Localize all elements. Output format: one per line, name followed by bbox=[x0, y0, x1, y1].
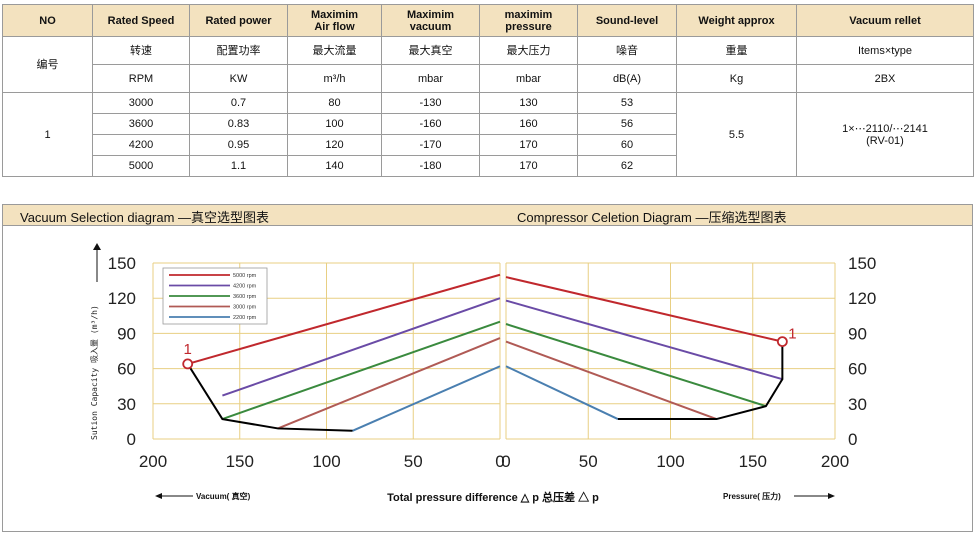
cn-cell: 噪音 bbox=[577, 36, 677, 65]
y-tick-label: 120 bbox=[108, 289, 136, 308]
table-cell: 120 bbox=[287, 134, 382, 156]
cn-cell: 最大压力 bbox=[479, 36, 578, 65]
col-vacuum: Maximim vacuum bbox=[381, 4, 480, 37]
legend-label: 3000 rpm bbox=[233, 305, 257, 311]
y-tick-label: 150 bbox=[848, 254, 876, 273]
cn-cell: 转速 bbox=[92, 36, 190, 65]
cn-cell: 重量 bbox=[676, 36, 797, 65]
series-line-5000-rpm bbox=[505, 276, 783, 343]
table-cell: 5000 bbox=[92, 155, 190, 177]
x-tick-label: 200 bbox=[821, 452, 849, 471]
col-sound: Sound-level bbox=[577, 4, 677, 37]
y-tick-label: 120 bbox=[848, 289, 876, 308]
col-pressure: maximim pressure bbox=[479, 4, 578, 37]
col-no: NO bbox=[2, 4, 93, 37]
y-tick-label: 0 bbox=[848, 430, 857, 449]
x-tick-label: 50 bbox=[404, 452, 423, 471]
legend-label: 2200 rpm bbox=[233, 315, 257, 321]
series-line-2200-rpm bbox=[505, 365, 619, 420]
table-cell: 170 bbox=[479, 155, 578, 177]
table-cell: 1.1 bbox=[189, 155, 288, 177]
pressure-arrow-label: Pressure( 压力) bbox=[723, 491, 781, 501]
y-axis-title: Sution Capacity 吸入量 (m³/h) bbox=[90, 305, 99, 440]
series-line-3600-rpm bbox=[222, 320, 501, 420]
operating-point-label: 1 bbox=[788, 326, 796, 343]
legend-label: 5000 rpm bbox=[233, 273, 257, 279]
col-weight: Weight approx bbox=[676, 4, 797, 37]
unit-cell: mbar bbox=[479, 64, 578, 93]
diagram-frame bbox=[2, 225, 973, 532]
table-cell: 140 bbox=[287, 155, 382, 177]
pressure-arrow-head bbox=[828, 493, 835, 499]
legend-label: 3600 rpm bbox=[233, 294, 257, 300]
series-line-4200-rpm bbox=[222, 297, 501, 397]
y-tick-label: 30 bbox=[848, 395, 867, 414]
col-air-flow: Maximim Air flow bbox=[287, 4, 382, 37]
series-line-4200-rpm bbox=[505, 299, 783, 381]
relief-value: 1×⋯2110/⋯2141 (RV-01) bbox=[796, 92, 974, 177]
operating-envelope bbox=[617, 341, 784, 421]
vacuum-diagram-title: Vacuum Selection diagram —真空选型图表 bbox=[20, 210, 270, 225]
y-tick-label: 60 bbox=[117, 360, 136, 379]
vacuum-arrow-head bbox=[155, 493, 162, 499]
vacuum-arrow-label: Vacuum( 真空) bbox=[196, 491, 251, 501]
y-axis-arrow-head bbox=[93, 243, 101, 250]
diagram-header-bar: Vacuum Selection diagram —真空选型图表 Compres… bbox=[2, 204, 973, 226]
operating-envelope bbox=[186, 363, 353, 432]
table-cell: 60 bbox=[577, 134, 677, 156]
x-tick-label: 100 bbox=[656, 452, 684, 471]
series-line-3000-rpm bbox=[505, 340, 717, 420]
table-cell: 62 bbox=[577, 155, 677, 177]
series-line-5000-rpm bbox=[187, 273, 501, 365]
spec-table: NO Rated Speed Rated power Maximim Air f… bbox=[2, 4, 974, 177]
cn-cell: Items×type bbox=[796, 36, 974, 65]
series-line-3000-rpm bbox=[277, 337, 501, 430]
series-line-2200-rpm bbox=[352, 365, 501, 432]
x-tick-label: 200 bbox=[139, 452, 167, 471]
y-tick-label: 90 bbox=[117, 324, 136, 343]
x-tick-label: 100 bbox=[312, 452, 340, 471]
operating-point-marker bbox=[776, 336, 788, 348]
y-tick-label: 90 bbox=[848, 324, 867, 343]
unit-cell: mbar bbox=[381, 64, 480, 93]
operating-point-label: 1 bbox=[184, 341, 192, 358]
y-tick-label: 30 bbox=[117, 395, 136, 414]
compressor-diagram-title: Compressor Celetion Diagram —压缩选型图表 bbox=[517, 210, 787, 225]
y-tick-label: 150 bbox=[108, 254, 136, 273]
unit-cell: dB(A) bbox=[577, 64, 677, 93]
table-cell: 4200 bbox=[92, 134, 190, 156]
y-tick-label: 60 bbox=[848, 360, 867, 379]
weight-value: 5.5 bbox=[676, 92, 797, 177]
col-relief: Vacuum rellet bbox=[796, 4, 974, 37]
unit-cell: Kg bbox=[676, 64, 797, 93]
cn-no: 编号 bbox=[2, 36, 93, 93]
operating-point-marker bbox=[182, 358, 194, 370]
legend-label: 4200 rpm bbox=[233, 284, 257, 290]
x-tick-label: 50 bbox=[579, 452, 598, 471]
x-axis-title: Total pressure difference △ p 总压差 △ p bbox=[387, 490, 599, 504]
x-tick-label: 150 bbox=[226, 452, 254, 471]
y-tick-label: 0 bbox=[127, 430, 136, 449]
x-tick-label: 0 bbox=[501, 452, 510, 471]
series-line-3600-rpm bbox=[505, 323, 767, 408]
x-tick-label: 150 bbox=[739, 452, 767, 471]
table-cell: -180 bbox=[381, 155, 480, 177]
x-tick-label: 0 bbox=[495, 452, 504, 471]
